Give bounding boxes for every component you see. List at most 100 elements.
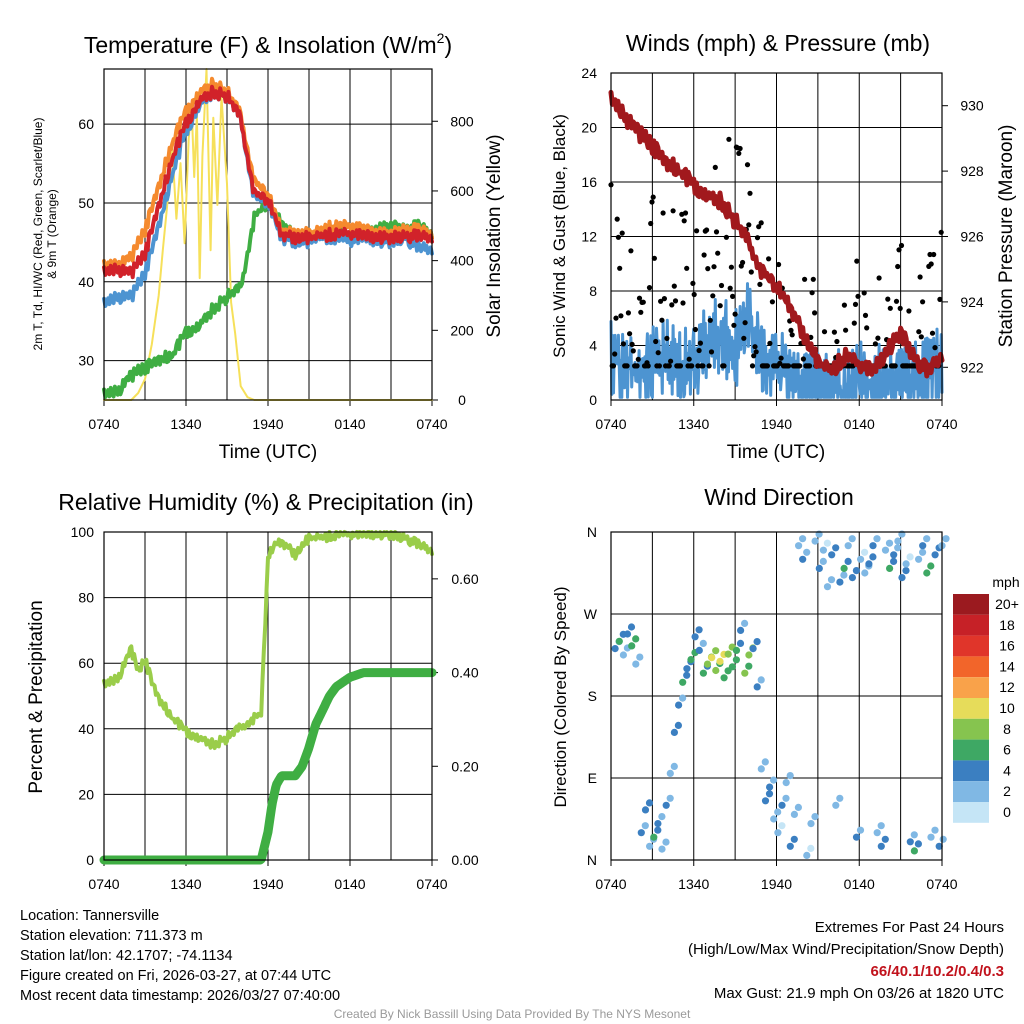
dir-legend-title: mph <box>992 574 1019 590</box>
wind-x-tick-label: 0740 <box>595 416 626 432</box>
gust-point <box>721 363 727 369</box>
dir-y-tick-label: N <box>587 524 597 540</box>
wind-y-tick-label: 0 <box>589 392 597 408</box>
gust-point <box>670 208 676 214</box>
gust-point <box>861 290 867 296</box>
gust-point <box>852 301 859 307</box>
temp-x-tick-label: 0140 <box>334 416 365 432</box>
gust-point <box>697 340 704 346</box>
direction-point <box>852 833 861 841</box>
gust-point <box>684 265 690 271</box>
temp-series-yellow <box>103 68 433 401</box>
temp-y2-tick-label: 400 <box>450 253 474 269</box>
direction-point <box>848 574 857 582</box>
gust-point <box>660 210 666 216</box>
gust-point <box>895 263 901 270</box>
direction-point <box>695 626 703 634</box>
direction-point <box>632 660 640 668</box>
temp-x-tick-label: 1940 <box>252 416 283 432</box>
station-info: Location: Tannersville Station elevation… <box>20 906 340 1006</box>
gust-point <box>732 311 738 317</box>
gust-point <box>650 194 656 200</box>
station-location: Location: Tannersville <box>20 908 160 924</box>
direction-point <box>935 842 943 850</box>
dir-legend-swatch <box>953 698 989 719</box>
rh-y2-tick-label: 0.40 <box>451 665 478 681</box>
gust-point <box>613 315 619 321</box>
wind-y2-tick-label: 922 <box>960 359 984 375</box>
direction-point <box>662 801 670 809</box>
direction-point <box>724 650 732 658</box>
gust-point <box>766 256 772 262</box>
gust-point <box>758 220 764 226</box>
direction-point <box>679 694 687 702</box>
gust-point <box>677 363 684 369</box>
wind-x-tick-label: 0140 <box>844 416 875 432</box>
direction-point <box>654 826 662 834</box>
direction-point <box>819 546 828 554</box>
gust-point <box>690 280 696 286</box>
direction-point <box>615 637 623 645</box>
rh-series-humidity <box>102 530 434 750</box>
gust-point <box>672 298 679 304</box>
rh-x-tick-label: 0740 <box>416 876 447 892</box>
dir-y-tick-label: E <box>588 770 597 786</box>
direction-point <box>894 544 902 552</box>
dir-legend-swatch <box>953 781 989 802</box>
rh-y-axis-label: Percent & Precipitation <box>26 600 47 793</box>
gust-point <box>898 242 905 249</box>
direction-point <box>927 562 935 570</box>
station-latlon: Station lat/lon: 42.1707; -74.1134 <box>20 948 233 964</box>
direction-point <box>910 831 918 839</box>
direction-point <box>881 835 889 843</box>
gust-point <box>640 299 646 305</box>
direction-point <box>919 548 927 556</box>
gust-point <box>615 234 622 240</box>
gust-point <box>862 312 869 318</box>
dir-legend-label: 10 <box>999 700 1015 716</box>
rh-x-tick-label: 0740 <box>88 876 119 892</box>
direction-point <box>699 639 707 648</box>
temp-y-tick-label: 50 <box>78 195 94 211</box>
gust-point <box>635 356 641 362</box>
direction-point <box>803 548 811 556</box>
direction-point <box>728 663 737 671</box>
dir-legend-label: 6 <box>1003 742 1011 758</box>
gust-point <box>682 210 689 216</box>
direction-point <box>778 801 786 809</box>
direction-point <box>757 676 765 684</box>
gust-point <box>658 298 664 304</box>
gust-point <box>624 363 630 369</box>
direction-point <box>737 626 745 635</box>
temp-series-red <box>102 84 434 280</box>
direction-point <box>790 810 799 819</box>
gust-point <box>727 285 733 291</box>
gust-point <box>656 363 663 369</box>
direction-point <box>679 678 687 686</box>
gust-point <box>689 363 695 369</box>
temp-x-axis-label: Time (UTC) <box>219 442 318 463</box>
gust-point <box>928 261 934 267</box>
dir-title: Wind Direction <box>704 484 854 510</box>
gust-point <box>728 264 735 270</box>
gust-point <box>629 341 635 347</box>
direction-point <box>890 551 898 559</box>
temp-y2-tick-label: 600 <box>450 183 474 199</box>
gust-point <box>740 259 746 266</box>
direction-point <box>827 576 836 584</box>
gust-point <box>636 295 643 301</box>
gust-point <box>736 150 742 156</box>
direction-point <box>902 560 910 568</box>
direction-point <box>795 542 803 550</box>
dir-legend-swatch <box>953 802 989 823</box>
direction-point <box>790 835 798 843</box>
direction-point <box>712 666 720 675</box>
gust-point <box>802 276 808 282</box>
direction-point <box>807 844 815 853</box>
gust-point <box>737 145 743 152</box>
rh-y-tick-label: 0 <box>86 852 94 868</box>
direction-point <box>869 553 877 561</box>
dir-legend-label: 2 <box>1003 783 1011 799</box>
